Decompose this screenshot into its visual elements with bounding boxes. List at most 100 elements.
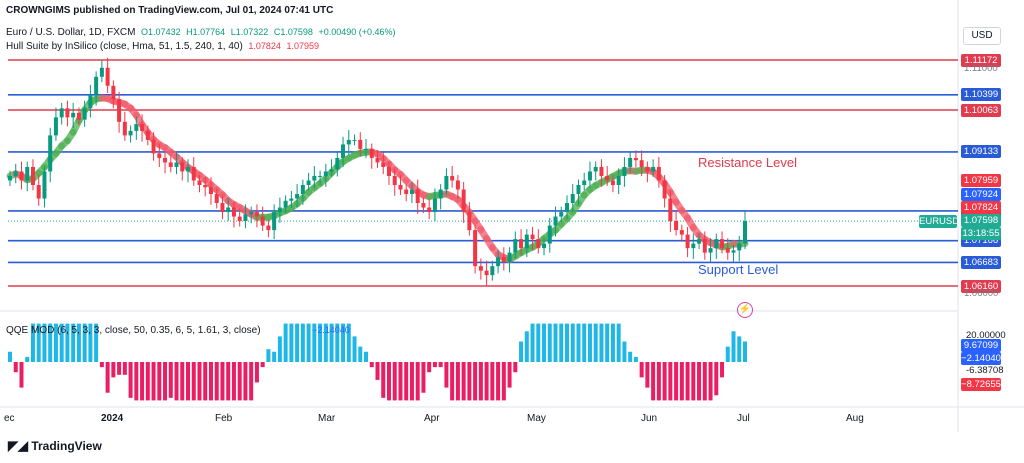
candle-body[interactable] (576, 185, 580, 194)
candle-body[interactable] (502, 257, 506, 262)
candle-body[interactable] (238, 217, 242, 222)
candle-body[interactable] (450, 176, 454, 181)
candle-body[interactable] (307, 180, 311, 185)
candle-body[interactable] (410, 190, 414, 195)
candle-body[interactable] (232, 208, 236, 217)
candle-body[interactable] (42, 171, 46, 198)
candle-body[interactable] (444, 176, 448, 190)
candle-body[interactable] (106, 68, 110, 86)
candle-body[interactable] (393, 176, 397, 185)
candle-body[interactable] (697, 239, 701, 244)
candle-body[interactable] (261, 217, 265, 226)
candle-body[interactable] (71, 113, 75, 118)
candle-body[interactable] (100, 68, 104, 77)
candle-body[interactable] (209, 187, 213, 194)
candle-body[interactable] (341, 144, 345, 158)
candle-body[interactable] (77, 113, 81, 120)
candle-body[interactable] (398, 185, 402, 190)
candle-body[interactable] (732, 250, 736, 252)
candle-body[interactable] (169, 162, 173, 167)
candle-body[interactable] (416, 190, 420, 204)
candle-body[interactable] (496, 257, 500, 266)
candle-body[interactable] (508, 253, 512, 262)
candle-body[interactable] (14, 171, 18, 176)
candle-body[interactable] (743, 221, 747, 244)
candle-body[interactable] (726, 248, 730, 253)
candle-body[interactable] (123, 122, 127, 136)
candle-body[interactable] (571, 194, 575, 203)
candle-body[interactable] (467, 212, 471, 230)
candle-body[interactable] (83, 108, 87, 119)
candle-body[interactable] (8, 176, 12, 181)
candle-body[interactable] (531, 235, 535, 240)
candle-body[interactable] (312, 176, 316, 181)
candle-body[interactable] (330, 169, 334, 171)
candle-body[interactable] (65, 108, 69, 117)
candle-body[interactable] (680, 230, 684, 235)
candle-body[interactable] (163, 158, 167, 163)
candle-body[interactable] (421, 203, 425, 208)
candle-body[interactable] (456, 180, 460, 189)
candle-body[interactable] (703, 239, 707, 253)
candle-body[interactable] (94, 77, 98, 95)
currency-button[interactable]: USD (963, 27, 1001, 45)
candle-body[interactable] (691, 244, 695, 249)
candle-body[interactable] (622, 167, 626, 176)
candle-body[interactable] (203, 185, 207, 187)
candle-body[interactable] (737, 244, 741, 251)
candle-body[interactable] (542, 244, 546, 249)
candle-body[interactable] (25, 167, 29, 181)
candle-body[interactable] (157, 153, 161, 158)
candle-body[interactable] (37, 185, 41, 199)
candle-body[interactable] (554, 217, 558, 226)
candle-body[interactable] (186, 167, 190, 172)
candle-body[interactable] (381, 162, 385, 167)
candle-body[interactable] (640, 160, 644, 167)
candle-body[interactable] (427, 208, 431, 213)
candle-body[interactable] (152, 140, 156, 154)
candle-body[interactable] (525, 235, 529, 249)
candle-body[interactable] (634, 158, 638, 160)
candle-body[interactable] (111, 86, 115, 100)
candle-body[interactable] (582, 180, 586, 185)
candle-body[interactable] (594, 167, 598, 172)
candle-body[interactable] (370, 149, 374, 158)
candle-body[interactable] (295, 194, 299, 199)
candle-body[interactable] (611, 180, 615, 185)
candle-body[interactable] (599, 167, 603, 176)
candle-body[interactable] (220, 203, 224, 212)
candle-body[interactable] (479, 266, 483, 271)
candle-body[interactable] (318, 176, 322, 177)
candle-body[interactable] (134, 124, 138, 131)
candle-body[interactable] (60, 108, 64, 117)
candle-body[interactable] (485, 271, 489, 276)
candle-body[interactable] (324, 171, 328, 176)
candle-body[interactable] (129, 131, 133, 136)
candle-body[interactable] (197, 180, 201, 185)
candle-body[interactable] (548, 226, 552, 244)
candle-body[interactable] (335, 158, 339, 169)
candle-body[interactable] (215, 194, 219, 203)
candle-body[interactable] (513, 239, 517, 253)
candle-body[interactable] (439, 190, 443, 199)
candle-body[interactable] (255, 212, 259, 217)
candle-body[interactable] (657, 167, 661, 181)
candle-body[interactable] (19, 171, 23, 180)
candle-body[interactable] (519, 239, 523, 248)
candle-body[interactable] (565, 203, 569, 212)
candle-body[interactable] (117, 99, 121, 122)
candle-body[interactable] (301, 185, 305, 194)
candle-body[interactable] (714, 239, 718, 248)
candle-body[interactable] (490, 266, 494, 275)
candle-body[interactable] (278, 208, 282, 213)
candle-body[interactable] (720, 239, 724, 248)
candle-body[interactable] (668, 199, 672, 222)
candle-body[interactable] (387, 167, 391, 176)
candle-body[interactable] (536, 239, 540, 248)
candle-body[interactable] (266, 226, 270, 231)
candle-body[interactable] (175, 162, 179, 167)
candle-body[interactable] (663, 180, 667, 198)
candle-body[interactable] (249, 212, 253, 214)
candle-body[interactable] (651, 167, 655, 172)
candle-body[interactable] (140, 124, 144, 131)
